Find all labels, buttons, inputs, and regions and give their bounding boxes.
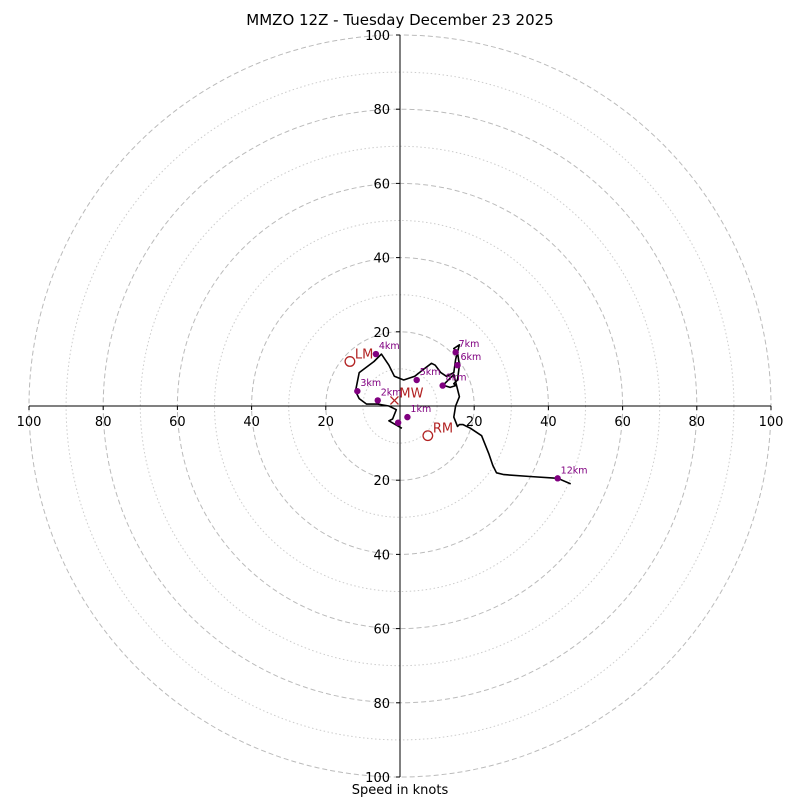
y-tick-label: 20	[373, 474, 390, 489]
height-marker-point	[439, 382, 446, 389]
storm-motion-marker	[389, 395, 399, 405]
height-marker-point	[554, 475, 561, 482]
height-marker-point	[354, 387, 361, 395]
x-tick-label: 80	[689, 415, 706, 430]
trace-layer	[354, 343, 572, 485]
x-tick-label: 80	[95, 415, 112, 430]
height-marker-label: 7km	[459, 339, 480, 350]
y-tick-label: 40	[373, 252, 390, 267]
y-tick-label: 100	[365, 771, 390, 786]
x-tick-label: 20	[466, 415, 483, 430]
y-tick-label: 80	[373, 697, 390, 712]
y-tick-label: 80	[373, 103, 390, 118]
x-tick-label: 100	[17, 415, 42, 430]
height-marker-point	[454, 361, 461, 369]
height-marker-label: 4km	[379, 341, 400, 352]
storm-motion-label: MW	[399, 386, 423, 401]
y-tick-label: 60	[373, 177, 390, 192]
storm-motion-marker	[422, 430, 434, 442]
y-tick-label: 20	[373, 326, 390, 341]
y-tick-label: 40	[373, 548, 390, 563]
chart-title: MMZO 12Z - Tuesday December 23 2025	[246, 11, 554, 29]
height-marker-point	[394, 419, 402, 426]
storm-motion-label: LM	[355, 347, 373, 362]
y-tick-label: 100	[365, 29, 390, 44]
height-marker-label: 1km	[410, 404, 431, 415]
height-marker-label: 12km	[561, 465, 588, 476]
x-axis-label: Speed in knots	[351, 783, 449, 798]
x-tick-label: 60	[169, 415, 186, 430]
height-marker-point	[452, 349, 459, 356]
height-marker-label: 2km	[381, 387, 402, 398]
storm-motion-marker	[344, 356, 356, 367]
x-tick-label: 40	[243, 415, 260, 430]
y-tick-label: 60	[373, 623, 390, 638]
height-marker-label: 6km	[461, 352, 482, 363]
height-marker-point	[413, 376, 420, 384]
height-marker-point	[374, 397, 381, 404]
ticks-layer: 100 80 60 40 20 20 40 60 80 100 100 80 60 40 20 20 40 60 8…	[17, 29, 784, 786]
motion-layer: LM MW RM	[344, 347, 453, 442]
hodograph-trace	[354, 343, 572, 485]
x-tick-label: 40	[540, 415, 557, 430]
axes-layer	[29, 35, 771, 777]
x-tick-label: 100	[759, 415, 784, 430]
height-marker-point	[404, 413, 411, 421]
storm-motion-label: RM	[433, 422, 453, 437]
x-tick-label: 20	[318, 415, 335, 430]
height-marker-label: 5km	[420, 367, 441, 378]
height-marker-label: 3km	[360, 378, 381, 389]
height-marker-point	[372, 350, 380, 358]
height-marker-label: 8km	[446, 373, 467, 384]
x-tick-label: 60	[614, 415, 631, 430]
